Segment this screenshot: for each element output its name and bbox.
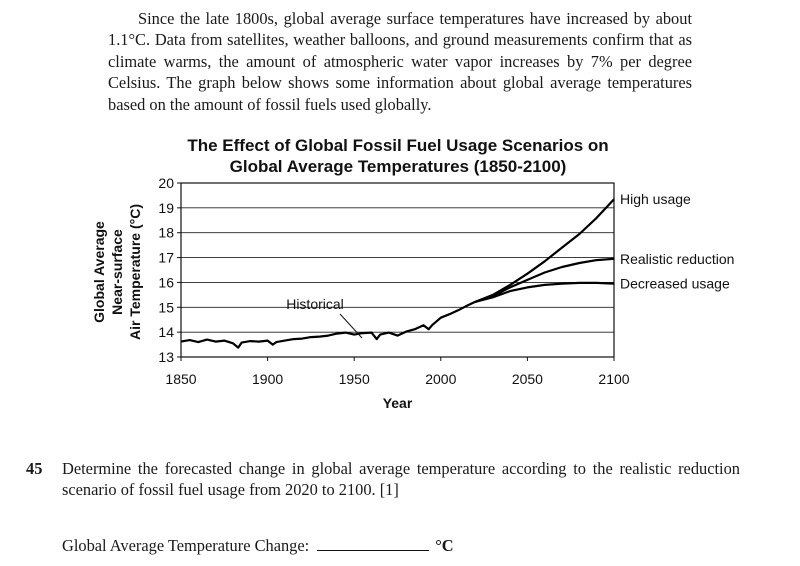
series-high-usage-line: [474, 198, 615, 303]
y-tick-label-14: 14: [158, 324, 174, 340]
question-text: Determine the forecasted change in globa…: [62, 459, 740, 499]
y-tick-label-19: 19: [158, 200, 174, 216]
series-decreased-usage-line: [475, 281, 615, 303]
series-label-realistic-reduction: Realistic reduction: [620, 251, 734, 267]
series-label-high-usage: High usage: [620, 191, 691, 207]
y-axis-label-line-2: Near-surface: [109, 229, 125, 315]
y-tick-label-13: 13: [158, 349, 174, 365]
series-realistic-reduction-line: [475, 257, 615, 303]
answer-label: Global Average Temperature Change:: [62, 536, 310, 555]
y-axis-label-line-3: Air Temperature (°C): [127, 204, 143, 340]
series-label-historical: Historical: [286, 296, 344, 312]
historical-label-leader: [339, 313, 363, 339]
question-number: 45: [26, 459, 43, 478]
x-tick-label-2100: 2100: [598, 371, 629, 387]
x-tick-label-2050: 2050: [512, 371, 543, 387]
answer-blank[interactable]: [317, 538, 430, 551]
chart-title-line2: Global Average Temperatures (1850-2100): [229, 157, 567, 176]
y-tick-label-17: 17: [158, 250, 174, 266]
x-tick-label-1950: 1950: [339, 371, 370, 387]
answer-row: Global Average Temperature Change: °C: [62, 536, 454, 556]
chart-title-line1: The Effect of Global Fossil Fuel Usage S…: [187, 136, 609, 155]
chart-title: The Effect of Global Fossil Fuel Usage S…: [148, 135, 648, 177]
intro-paragraph: Since the late 1800s, global average sur…: [108, 9, 692, 114]
y-tick-label-20: 20: [158, 175, 174, 191]
plot-frame: [180, 182, 615, 358]
x-tick-label-1900: 1900: [252, 371, 283, 387]
temperature-chart: 13 14 15 16 17 18 19 20 1850 1900 1950 2000 2050 2100…: [91, 175, 734, 411]
y-tick-label-18: 18: [158, 225, 174, 241]
y-tick-label-16: 16: [158, 274, 174, 290]
x-tick-label-1850: 1850: [165, 371, 196, 387]
series-historical-line: [180, 300, 476, 349]
x-axis-label: Year: [383, 395, 413, 411]
answer-unit: °C: [435, 536, 454, 555]
series-label-decreased-usage: Decreased usage: [620, 276, 730, 292]
x-tick-label-2000: 2000: [425, 371, 456, 387]
y-axis-label-line-1: Global Average: [91, 221, 107, 323]
y-tick-label-15: 15: [158, 299, 174, 315]
